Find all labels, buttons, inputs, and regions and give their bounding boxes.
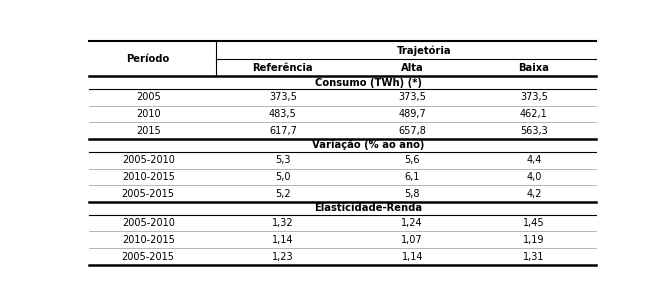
- Text: Consumo (TWh) (*): Consumo (TWh) (*): [315, 78, 422, 88]
- Text: 373,5: 373,5: [269, 92, 297, 102]
- Text: 4,4: 4,4: [526, 155, 542, 165]
- Text: 462,1: 462,1: [520, 109, 548, 119]
- Text: 4,0: 4,0: [526, 172, 542, 182]
- Text: 5,8: 5,8: [405, 189, 420, 199]
- Text: 2015: 2015: [136, 126, 160, 136]
- Text: 617,7: 617,7: [269, 126, 297, 136]
- Text: 5,6: 5,6: [405, 155, 420, 165]
- Text: 1,14: 1,14: [272, 235, 293, 245]
- Text: 2010-2015: 2010-2015: [122, 235, 174, 245]
- Text: 1,23: 1,23: [272, 251, 294, 261]
- Text: 2005-2015: 2005-2015: [122, 251, 175, 261]
- Text: 483,5: 483,5: [269, 109, 297, 119]
- Text: 4,2: 4,2: [526, 189, 542, 199]
- Text: 373,5: 373,5: [398, 92, 426, 102]
- Text: 6,1: 6,1: [405, 172, 420, 182]
- Text: 657,8: 657,8: [398, 126, 426, 136]
- Text: 2010-2015: 2010-2015: [122, 172, 174, 182]
- Text: 1,24: 1,24: [401, 218, 423, 228]
- Text: 373,5: 373,5: [520, 92, 548, 102]
- Text: Elasticidade-Renda: Elasticidade-Renda: [314, 203, 422, 213]
- Text: 563,3: 563,3: [520, 126, 548, 136]
- Text: 1,32: 1,32: [272, 218, 294, 228]
- Text: 5,2: 5,2: [275, 189, 291, 199]
- Text: Período: Período: [127, 54, 170, 64]
- Text: Baixa: Baixa: [518, 63, 549, 73]
- Text: Alta: Alta: [401, 63, 424, 73]
- Text: 1,31: 1,31: [523, 251, 544, 261]
- Text: 489,7: 489,7: [398, 109, 426, 119]
- Text: 2005-2010: 2005-2010: [122, 155, 174, 165]
- Text: Variação (% ao ano): Variação (% ao ano): [312, 141, 424, 151]
- Text: 1,07: 1,07: [401, 235, 423, 245]
- Text: 2005-2010: 2005-2010: [122, 218, 174, 228]
- Text: Trajetória: Trajetória: [397, 45, 451, 55]
- Text: 1,14: 1,14: [401, 251, 423, 261]
- Text: 2010: 2010: [136, 109, 160, 119]
- Text: 5,3: 5,3: [275, 155, 291, 165]
- Text: 1,19: 1,19: [523, 235, 544, 245]
- Text: 2005-2015: 2005-2015: [122, 189, 175, 199]
- Text: 5,0: 5,0: [275, 172, 291, 182]
- Text: Referência: Referência: [253, 63, 313, 73]
- Text: 1,45: 1,45: [523, 218, 544, 228]
- Text: 2005: 2005: [136, 92, 160, 102]
